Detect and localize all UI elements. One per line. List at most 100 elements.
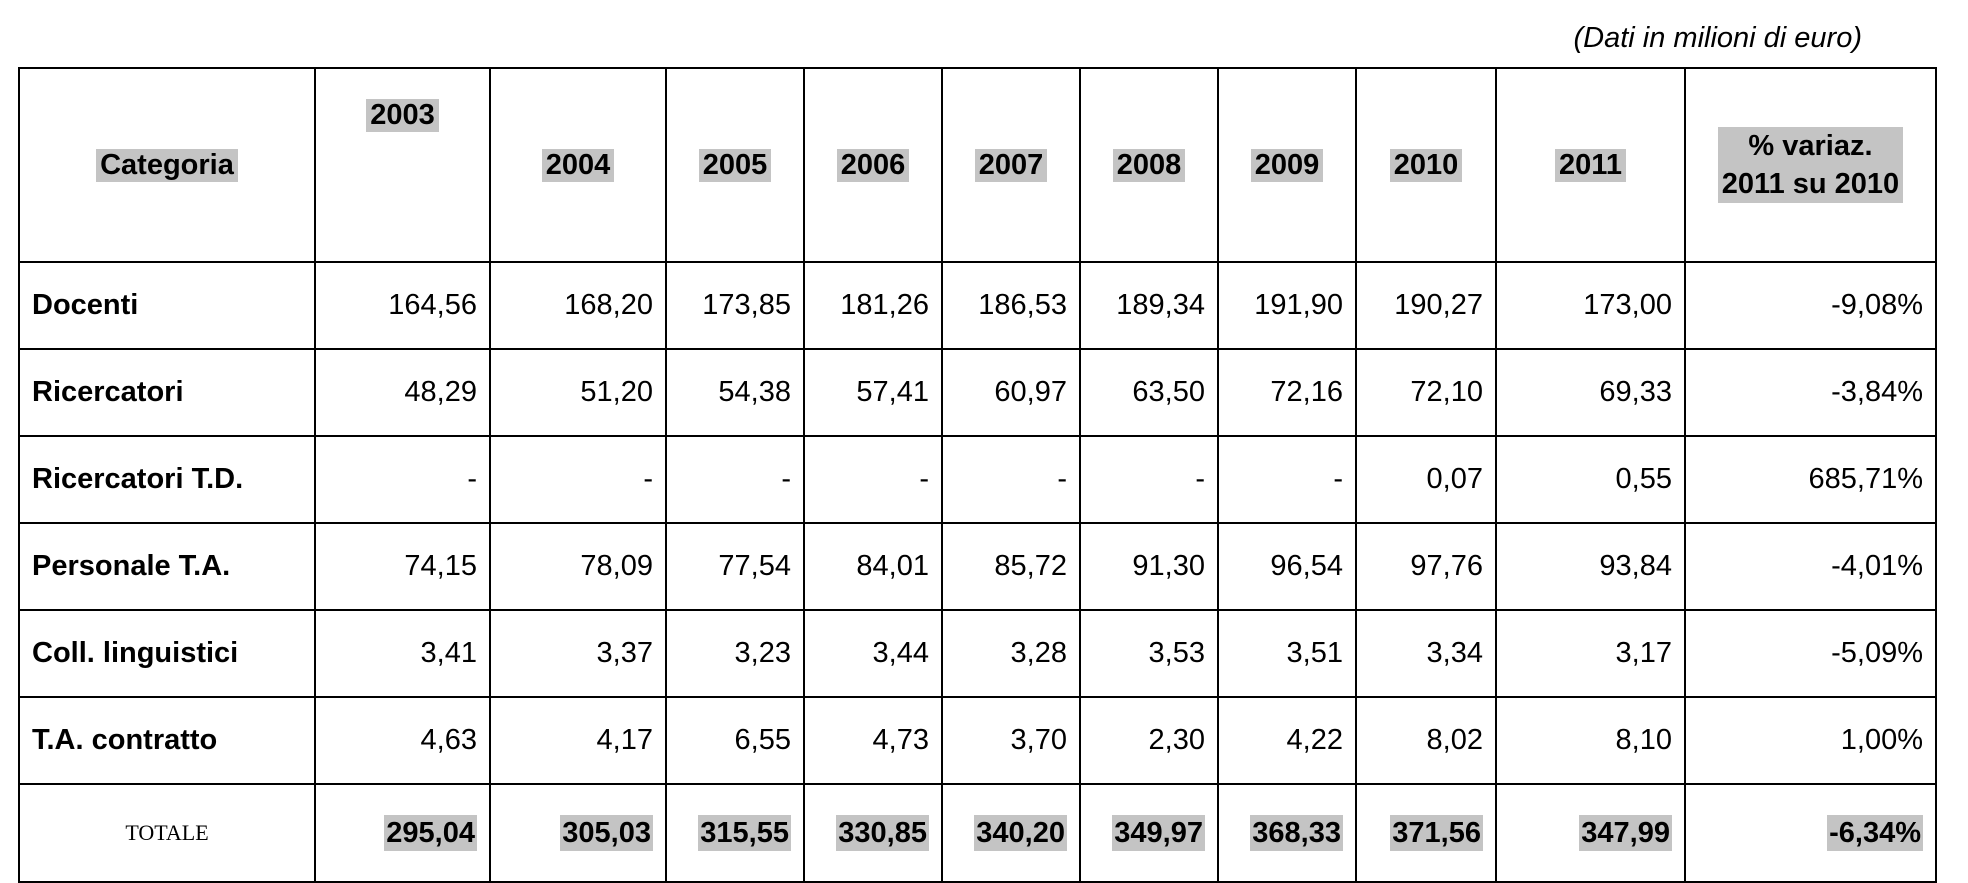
table-row: Personale T.A. 74,15 78,09 77,54 84,01 8… <box>18 522 1937 611</box>
cell: 3,41 <box>314 609 491 698</box>
row-category: Personale T.A. <box>18 522 316 611</box>
header-pct-line1: % variaz. <box>1748 130 1873 162</box>
cell: - <box>803 435 943 524</box>
cell: 6,55 <box>665 696 805 785</box>
cell: 72,16 <box>1217 348 1357 437</box>
cell: 173,85 <box>665 261 805 350</box>
table-row: Docenti 164,56 168,20 173,85 181,26 186,… <box>18 261 1937 350</box>
header-year: 2009 <box>1217 67 1357 263</box>
cell: - <box>941 435 1081 524</box>
cell: 3,28 <box>941 609 1081 698</box>
header-year: 2007 <box>941 67 1081 263</box>
row-category: Ricercatori <box>18 348 316 437</box>
cell: - <box>1217 435 1357 524</box>
header-categoria: Categoria <box>18 67 316 263</box>
row-category: Coll. linguistici <box>18 609 316 698</box>
cell: 3,17 <box>1495 609 1686 698</box>
row-category: T.A. contratto <box>18 696 316 785</box>
header-year: 2005 <box>665 67 805 263</box>
cell: 74,15 <box>314 522 491 611</box>
header-pct-line2: 2011 su 2010 <box>1721 168 1900 200</box>
cell: 8,10 <box>1495 696 1686 785</box>
cell: 91,30 <box>1079 522 1219 611</box>
cell: 84,01 <box>803 522 943 611</box>
cell: 93,84 <box>1495 522 1686 611</box>
table-row: Ricercatori 48,29 51,20 54,38 57,41 60,9… <box>18 348 1937 437</box>
cell: 3,44 <box>803 609 943 698</box>
header-year: 2006 <box>803 67 943 263</box>
cell-pct: -5,09% <box>1684 609 1937 698</box>
cell: 3,70 <box>941 696 1081 785</box>
total-cell: 371,56 <box>1355 783 1497 883</box>
total-row: TOTALE 295,04 305,03 315,55 330,85 340,2… <box>18 783 1937 883</box>
total-cell: 330,85 <box>803 783 943 883</box>
cell: 3,53 <box>1079 609 1219 698</box>
cell-pct: -9,08% <box>1684 261 1937 350</box>
cell: 3,34 <box>1355 609 1497 698</box>
cell: 51,20 <box>489 348 667 437</box>
header-pct-change: % variaz. 2011 su 2010 <box>1684 67 1937 263</box>
table-row: Ricercatori T.D. - - - - - - - 0,07 0,55… <box>18 435 1937 524</box>
header-year: 2008 <box>1079 67 1219 263</box>
cell: 48,29 <box>314 348 491 437</box>
total-cell: 368,33 <box>1217 783 1357 883</box>
cell: 4,63 <box>314 696 491 785</box>
total-pct: -6,34% <box>1684 783 1937 883</box>
cell: 0,07 <box>1355 435 1497 524</box>
cell: 63,50 <box>1079 348 1219 437</box>
cell: 77,54 <box>665 522 805 611</box>
header-year: 2011 <box>1495 67 1686 263</box>
cell-pct: -3,84% <box>1684 348 1937 437</box>
row-category: Docenti <box>18 261 316 350</box>
cell: 3,23 <box>665 609 805 698</box>
cell: 2,30 <box>1079 696 1219 785</box>
cell: 191,90 <box>1217 261 1357 350</box>
row-category: Ricercatori T.D. <box>18 435 316 524</box>
total-cell: 315,55 <box>665 783 805 883</box>
cell: 168,20 <box>489 261 667 350</box>
cell: 0,55 <box>1495 435 1686 524</box>
cell-pct: -4,01% <box>1684 522 1937 611</box>
cell: 173,00 <box>1495 261 1686 350</box>
header-row: Categoria 2003 2004 2005 2006 2007 2008 … <box>18 67 1937 263</box>
expense-table: Categoria 2003 2004 2005 2006 2007 2008 … <box>18 67 1937 883</box>
cell: 181,26 <box>803 261 943 350</box>
cell-pct: 685,71% <box>1684 435 1937 524</box>
cell: 3,37 <box>489 609 667 698</box>
cell: 96,54 <box>1217 522 1357 611</box>
cell: 60,97 <box>941 348 1081 437</box>
cell: 186,53 <box>941 261 1081 350</box>
cell: - <box>665 435 805 524</box>
total-cell: 295,04 <box>314 783 491 883</box>
cell: 189,34 <box>1079 261 1219 350</box>
cell: 4,73 <box>803 696 943 785</box>
header-year: 2004 <box>489 67 667 263</box>
unit-note: (Dati in milioni di euro) <box>1573 22 1863 54</box>
cell: 78,09 <box>489 522 667 611</box>
cell: 97,76 <box>1355 522 1497 611</box>
table-row: Coll. linguistici 3,41 3,37 3,23 3,44 3,… <box>18 609 1937 698</box>
cell: 85,72 <box>941 522 1081 611</box>
cell: 4,22 <box>1217 696 1357 785</box>
cell: 72,10 <box>1355 348 1497 437</box>
table-row: T.A. contratto 4,63 4,17 6,55 4,73 3,70 … <box>18 696 1937 785</box>
cell: 8,02 <box>1355 696 1497 785</box>
total-cell: 340,20 <box>941 783 1081 883</box>
total-cell: 347,99 <box>1495 783 1686 883</box>
cell: 190,27 <box>1355 261 1497 350</box>
total-cell: 305,03 <box>489 783 667 883</box>
cell: - <box>314 435 491 524</box>
total-cell: 349,97 <box>1079 783 1219 883</box>
cell: 4,17 <box>489 696 667 785</box>
cell: 69,33 <box>1495 348 1686 437</box>
cell-pct: 1,00% <box>1684 696 1937 785</box>
cell: - <box>1079 435 1219 524</box>
cell: 3,51 <box>1217 609 1357 698</box>
cell: 57,41 <box>803 348 943 437</box>
cell: - <box>489 435 667 524</box>
cell: 164,56 <box>314 261 491 350</box>
header-year: 2003 <box>314 67 491 263</box>
total-label: TOTALE <box>18 783 316 883</box>
cell: 54,38 <box>665 348 805 437</box>
header-year: 2010 <box>1355 67 1497 263</box>
